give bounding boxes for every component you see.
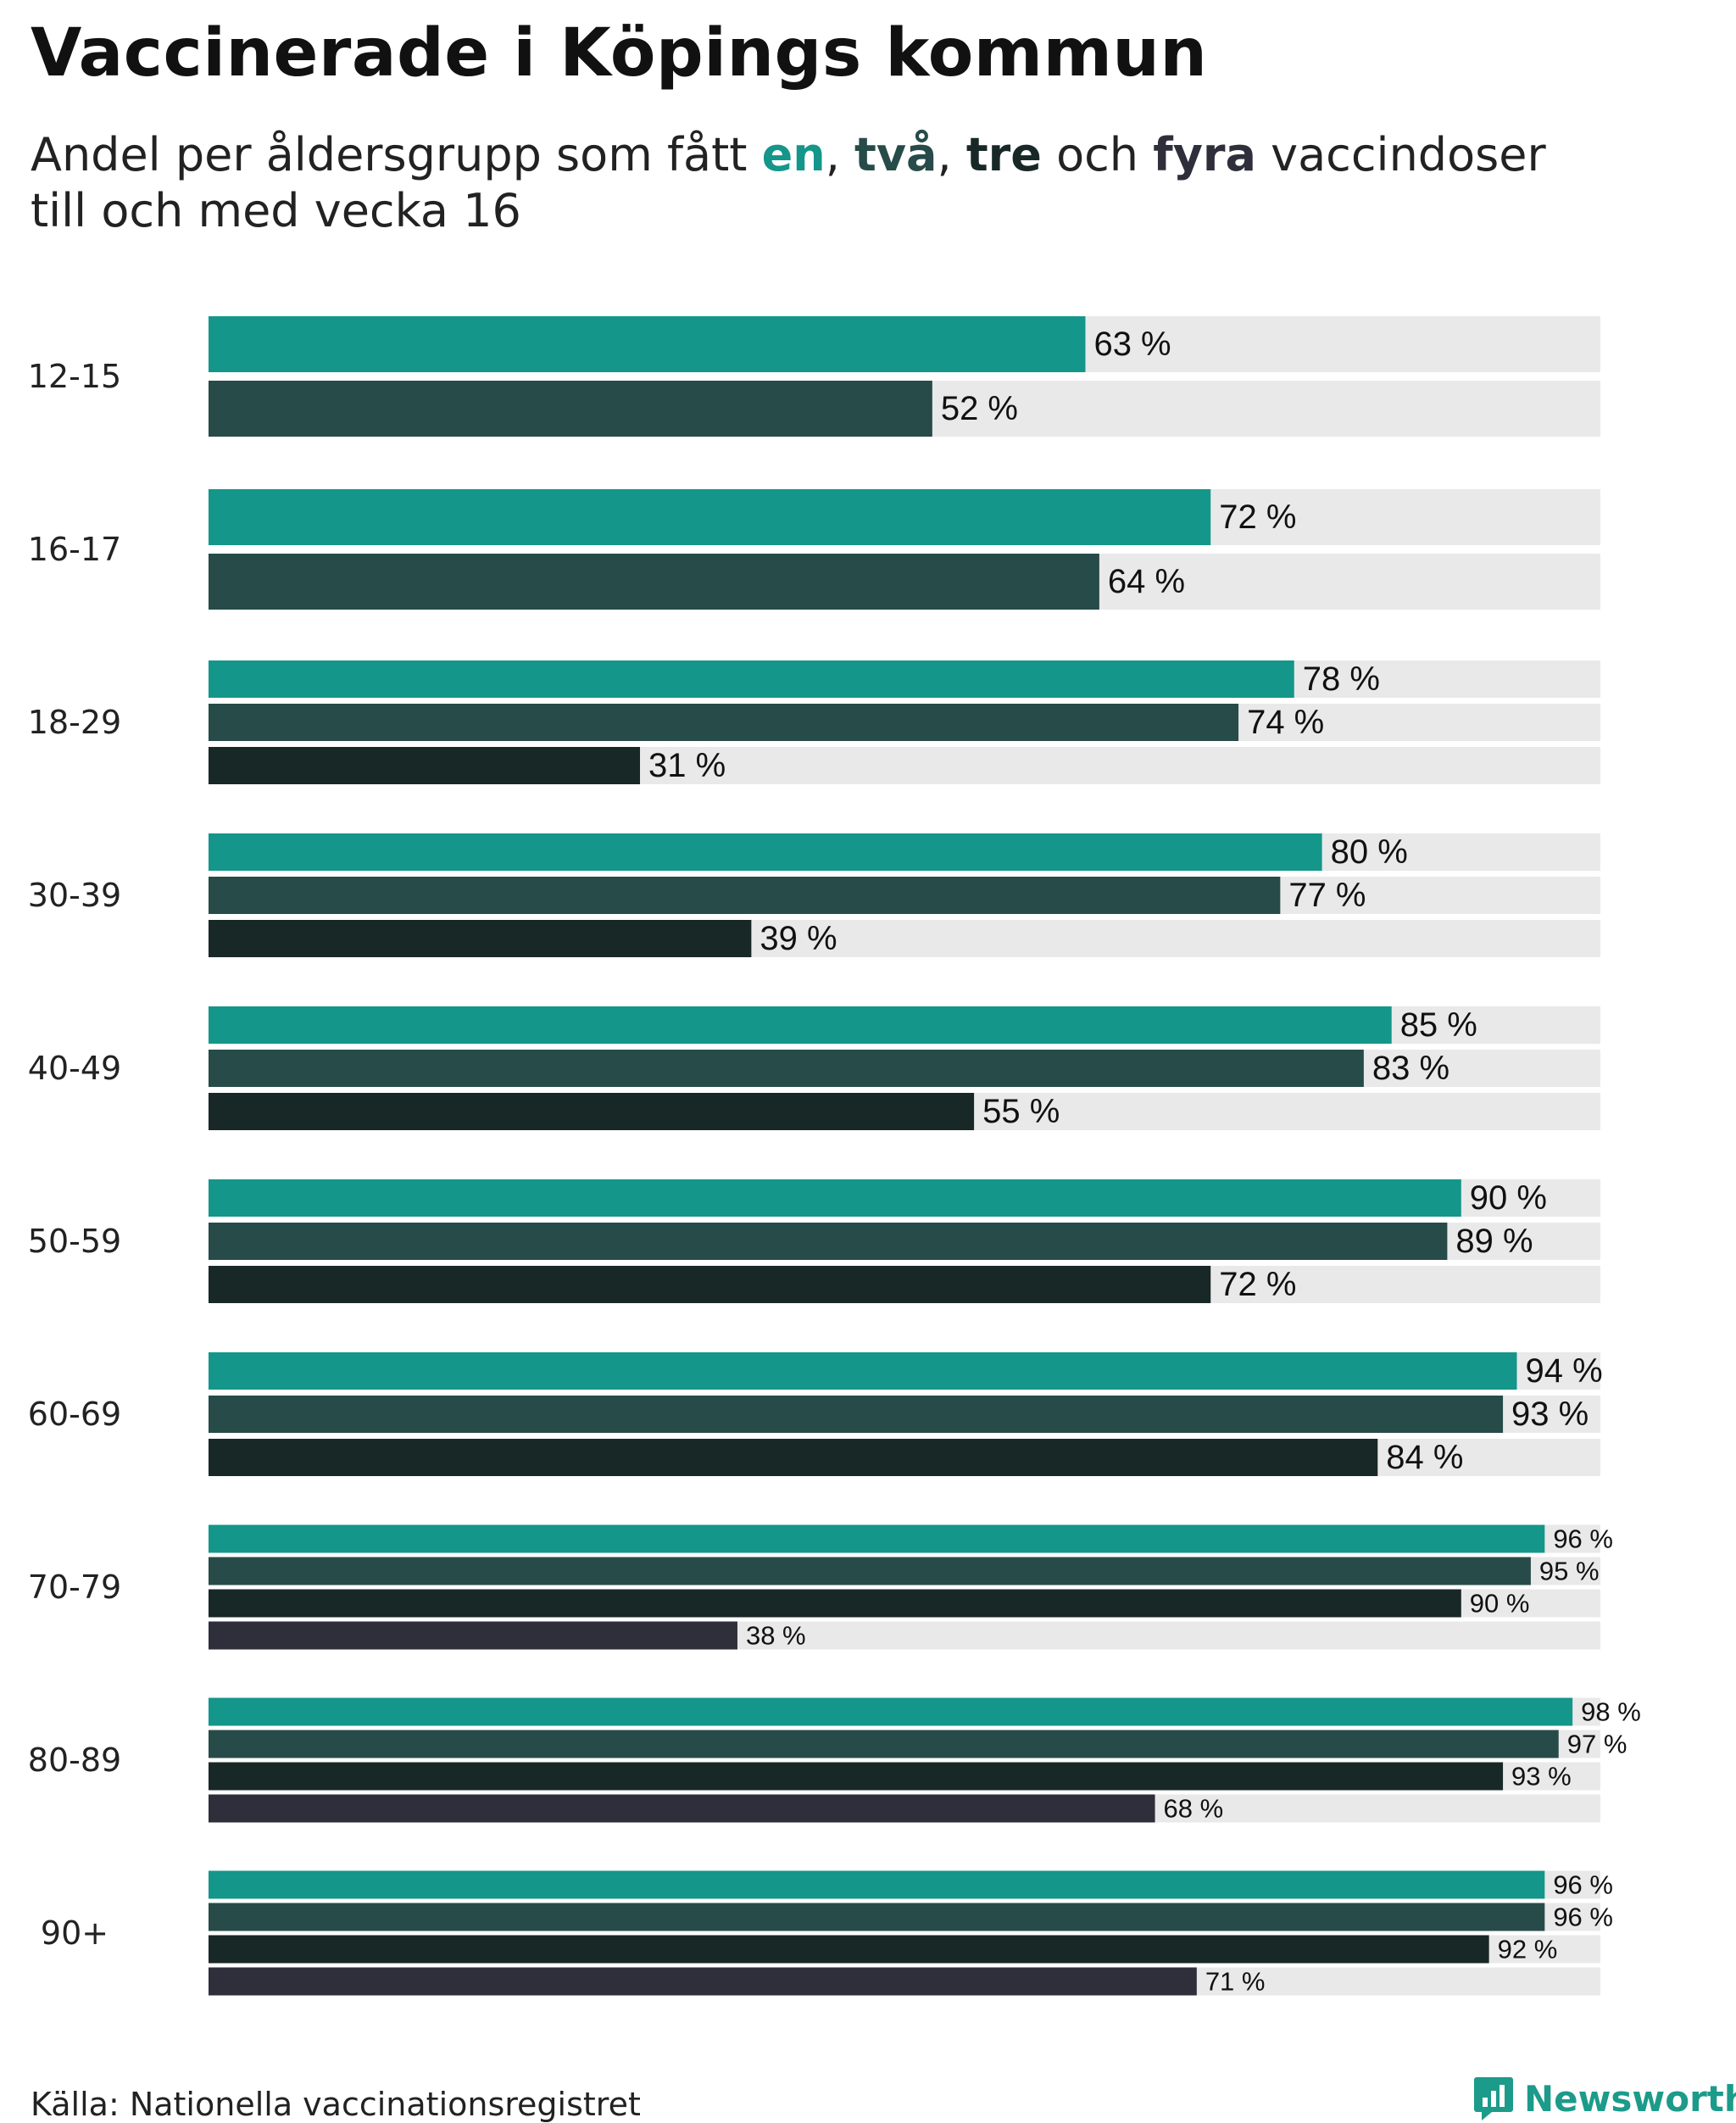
- category-label: 30-39: [28, 877, 121, 914]
- data-label: 78 %: [1303, 660, 1380, 698]
- bar: [209, 1794, 1155, 1823]
- data-label: 63 %: [1093, 326, 1171, 363]
- data-label: 93 %: [1511, 1762, 1572, 1791]
- data-label: 80 %: [1331, 833, 1408, 871]
- legend-key-four-doses: fyra: [1153, 128, 1256, 181]
- data-label: 52 %: [941, 390, 1018, 427]
- data-label: 55 %: [982, 1093, 1060, 1130]
- category-label: 80-89: [28, 1741, 121, 1779]
- data-label: 97 %: [1567, 1730, 1628, 1759]
- subtitle-separator: ,: [937, 128, 966, 181]
- bar: [209, 1524, 1545, 1553]
- data-label: 90 %: [1470, 1589, 1530, 1619]
- bar: [209, 1589, 1461, 1618]
- bar: [209, 1762, 1504, 1791]
- bar: [209, 1730, 1559, 1758]
- chart-title: Vaccinerade i Köpings kommun: [31, 15, 1208, 92]
- bar: [209, 1870, 1545, 1899]
- logo-bar: [1483, 2098, 1488, 2107]
- brand-name: Newsworthy: [1524, 2077, 1736, 2120]
- bar: [209, 1439, 1378, 1476]
- bar: [209, 381, 932, 437]
- data-label: 74 %: [1247, 704, 1324, 741]
- subtitle-line-2: till och med vecka 16: [31, 184, 521, 237]
- data-label: 89 %: [1455, 1223, 1533, 1260]
- bar: [209, 1396, 1504, 1433]
- chart-subtitle: Andel per åldersgrupp som fått en, två, …: [31, 127, 1641, 239]
- bar: [209, 1935, 1489, 1964]
- logo-bar: [1500, 2085, 1505, 2107]
- bar: [209, 833, 1322, 871]
- data-label: 96 %: [1553, 1903, 1613, 1932]
- bar: [209, 1223, 1448, 1260]
- bar: [209, 920, 752, 957]
- bar: [209, 704, 1239, 741]
- data-label: 93 %: [1511, 1396, 1589, 1433]
- bar: [209, 1093, 975, 1130]
- data-label: 98 %: [1581, 1697, 1641, 1727]
- bar: [209, 1179, 1461, 1217]
- bar: [209, 1557, 1531, 1585]
- source-note: Källa: Nationella vaccinationsregistret: [31, 2086, 641, 2123]
- bar: [209, 1352, 1517, 1390]
- subtitle-separator: och: [1041, 128, 1154, 181]
- data-label: 77 %: [1288, 877, 1366, 914]
- category-label: 40-49: [28, 1050, 121, 1087]
- data-label: 95 %: [1539, 1557, 1600, 1586]
- bar: [209, 747, 641, 784]
- bar: [209, 1006, 1392, 1044]
- legend-key-three-doses: tre: [965, 128, 1042, 181]
- data-label: 71 %: [1205, 1967, 1266, 1997]
- category-label: 18-29: [28, 704, 121, 741]
- bar: [209, 877, 1281, 914]
- category-label: 16-17: [28, 531, 121, 568]
- category-label: 50-59: [28, 1223, 121, 1260]
- bar: [209, 554, 1099, 610]
- category-label: 12-15: [28, 358, 121, 395]
- data-label: 84 %: [1386, 1439, 1463, 1476]
- data-label: 68 %: [1164, 1794, 1224, 1824]
- data-label: 72 %: [1219, 1266, 1296, 1303]
- data-label: 72 %: [1219, 499, 1296, 536]
- bar: [209, 1903, 1545, 1931]
- subtitle-separator: ,: [825, 128, 855, 181]
- category-label: 60-69: [28, 1396, 121, 1433]
- category-label: 70-79: [28, 1569, 121, 1606]
- category-label: 90+: [41, 1914, 108, 1952]
- bar: [209, 1621, 737, 1650]
- bar: [209, 660, 1294, 698]
- newsworthy-logo-icon: [1474, 2077, 1513, 2120]
- bar: [209, 489, 1211, 545]
- data-label: 38 %: [746, 1621, 806, 1651]
- data-label: 31 %: [648, 747, 726, 784]
- data-label: 94 %: [1525, 1352, 1602, 1390]
- bar: [209, 316, 1086, 372]
- brand-logo: Newsworthy: [1473, 2076, 1736, 2121]
- data-label: 83 %: [1372, 1050, 1449, 1087]
- logo-bar: [1491, 2091, 1496, 2107]
- subtitle-prefix: Andel per åldersgrupp som fått: [31, 128, 762, 181]
- bar: [209, 1050, 1364, 1087]
- bar-chart: 12-15 63 % 52 % 16-17 72 % 64 % 18-29 78 % 74 % 3…: [28, 316, 1641, 1997]
- data-label: 92 %: [1498, 1935, 1558, 1964]
- bar: [209, 1967, 1197, 1996]
- bar: [209, 1697, 1573, 1726]
- legend-key-two-doses: två: [854, 128, 938, 181]
- subtitle-suffix: vaccindoser: [1255, 128, 1546, 181]
- bar: [209, 1266, 1211, 1303]
- data-label: 96 %: [1553, 1524, 1613, 1554]
- data-label: 85 %: [1400, 1006, 1477, 1044]
- data-label: 64 %: [1108, 563, 1185, 600]
- data-label: 39 %: [760, 920, 837, 957]
- data-label: 90 %: [1470, 1179, 1547, 1217]
- data-label: 96 %: [1553, 1870, 1613, 1900]
- legend-key-one-dose: en: [761, 128, 826, 181]
